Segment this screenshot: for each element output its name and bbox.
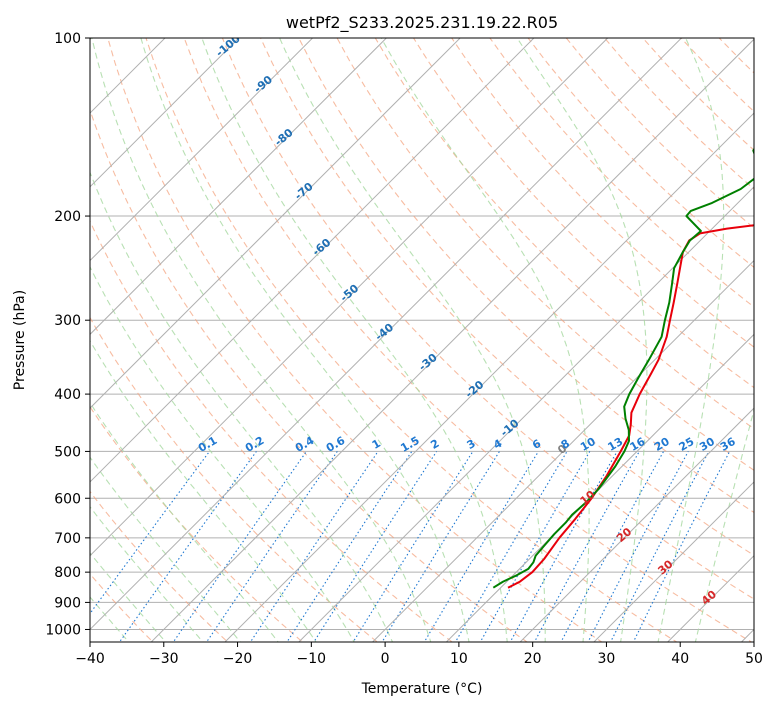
isotherm-line bbox=[224, 112, 754, 642]
x-tick-label: 40 bbox=[671, 651, 689, 667]
dry-adiabat bbox=[90, 219, 454, 642]
moist-adiabat bbox=[201, 38, 508, 642]
dry-adiabat bbox=[90, 316, 379, 642]
mixing-ratio-line bbox=[249, 451, 379, 642]
x-axis-title: Temperature (°C) bbox=[361, 681, 483, 697]
mixing-ratio-line bbox=[205, 451, 338, 642]
mixing-ratio-line bbox=[286, 451, 413, 642]
y-tick-label: 300 bbox=[54, 313, 81, 329]
sounding-profiles bbox=[492, 147, 754, 589]
dry-adiabat bbox=[90, 108, 528, 642]
moist-adiabats bbox=[90, 38, 754, 642]
plot-frame bbox=[89, 37, 755, 643]
moist-adiabat bbox=[90, 339, 317, 642]
y-tick-label: 1000 bbox=[45, 622, 81, 638]
mixing-ratio-line bbox=[90, 451, 210, 615]
isotherm-line bbox=[298, 186, 754, 642]
isotherm-line bbox=[445, 333, 754, 642]
dry-adiabat bbox=[221, 38, 754, 600]
mixing-ratio-line bbox=[313, 451, 438, 642]
y-tick-label: 500 bbox=[54, 444, 81, 460]
plot-area: -100-90-80-70-60-50-40-30-20-10010203040… bbox=[90, 38, 754, 642]
y-tick-label: 700 bbox=[54, 531, 81, 547]
pressure-gridlines bbox=[90, 38, 754, 630]
dry-adiabat bbox=[90, 405, 304, 642]
mixing-ratio-line bbox=[560, 451, 665, 642]
isotherm-line bbox=[150, 38, 754, 642]
x-tick-label: 50 bbox=[745, 651, 763, 667]
y-tick-label: 600 bbox=[54, 491, 81, 507]
isotherm-line bbox=[90, 38, 683, 631]
x-tick-label: −40 bbox=[75, 651, 105, 667]
y-tick-label: 100 bbox=[54, 31, 81, 47]
isotherm-line bbox=[371, 259, 754, 642]
x-axis: −40 −30 −20 −10 0 10 20 30 40 50 bbox=[75, 642, 763, 667]
isotherm-line bbox=[593, 481, 754, 642]
dewpoint-profile-line bbox=[492, 147, 754, 589]
moist-adiabat bbox=[516, 38, 648, 642]
y-axis: 100 200 300 400 500 600 700 800 900 1000 bbox=[45, 31, 90, 638]
dry-adiabat bbox=[90, 490, 229, 642]
mixing-ratio-line bbox=[533, 451, 640, 642]
isotherm-line bbox=[90, 38, 609, 557]
dry-adiabat bbox=[374, 38, 754, 430]
y-tick-label: 900 bbox=[54, 595, 81, 611]
moist-adiabat bbox=[90, 265, 355, 642]
x-tick-label: 0 bbox=[381, 651, 390, 667]
dry-adiabat bbox=[145, 38, 678, 642]
mixing-ratio-line bbox=[509, 451, 618, 642]
moist-adiabat bbox=[140, 38, 470, 642]
y-tick-label: 200 bbox=[54, 209, 81, 225]
moist-adiabat bbox=[91, 38, 432, 642]
x-tick-label: 30 bbox=[598, 651, 616, 667]
moist-adiabat bbox=[90, 401, 279, 642]
mixing-ratio-line bbox=[423, 451, 539, 642]
skewed-isotherms bbox=[90, 38, 754, 642]
mixing-ratio-line bbox=[454, 451, 568, 642]
isotherm-line bbox=[90, 38, 314, 262]
moist-adiabat bbox=[90, 170, 394, 642]
x-tick-label: 10 bbox=[450, 651, 468, 667]
moist-adiabat bbox=[279, 38, 546, 642]
dry-adiabat bbox=[412, 38, 754, 389]
y-tick-label: 400 bbox=[54, 387, 81, 403]
x-tick-label: −30 bbox=[149, 651, 179, 667]
moist-adiabat bbox=[657, 38, 725, 642]
moist-adiabat bbox=[90, 505, 204, 642]
mixing-ratio-lines bbox=[90, 451, 731, 642]
isotherm-line bbox=[90, 38, 388, 336]
moist-adiabat bbox=[90, 456, 242, 642]
chart-title: wetPf2_S233.2025.231.19.22.R05 bbox=[286, 13, 558, 33]
x-tick-label: −10 bbox=[297, 651, 327, 667]
mixing-ratio-line bbox=[381, 451, 500, 642]
dry-adiabat bbox=[107, 38, 603, 642]
isotherm-line bbox=[90, 38, 240, 188]
mixing-ratio-line bbox=[118, 451, 257, 642]
isotherm-line bbox=[519, 407, 754, 642]
x-tick-label: 20 bbox=[524, 651, 542, 667]
isotherm-line bbox=[90, 38, 461, 409]
isotherm-line bbox=[90, 38, 535, 483]
y-axis-title: Pressure (hPa) bbox=[12, 290, 28, 390]
dry-adiabat bbox=[183, 38, 753, 642]
dry-adiabat bbox=[298, 38, 754, 514]
mixing-ratio-line bbox=[352, 451, 474, 642]
y-tick-label: 800 bbox=[54, 565, 81, 581]
moist-adiabat bbox=[694, 407, 754, 642]
x-tick-label: −20 bbox=[223, 651, 253, 667]
